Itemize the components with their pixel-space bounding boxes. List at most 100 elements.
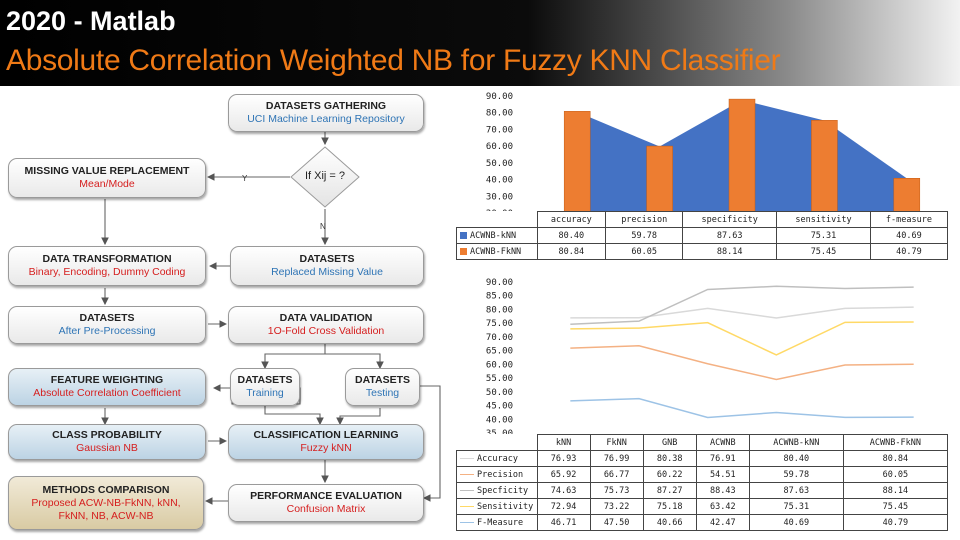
- node-heading: DATA TRANSFORMATION: [42, 253, 172, 265]
- data-value: 80.84: [842, 450, 949, 467]
- data-value: 59.78: [605, 227, 684, 244]
- methods-comparison-box: METHODS COMPARISON Proposed ACW-NB-FkNN,…: [8, 476, 204, 530]
- category-label: sensitivity: [776, 211, 871, 228]
- legend-entry: Precision: [456, 466, 538, 483]
- flowchart: DATASETS GATHERING UCI Machine Learning …: [0, 86, 450, 540]
- y-tick-label: 80.00: [486, 305, 513, 315]
- data-validation-box: DATA VALIDATION 1O-Fold Cross Validation: [228, 306, 424, 344]
- data-transformation-box: DATA TRANSFORMATION Binary, Encoding, Du…: [8, 246, 206, 286]
- data-value: 88.14: [682, 243, 778, 260]
- node-caption: Binary, Encoding, Dummy Coding: [28, 266, 186, 278]
- bar-acwnb-fknn: [646, 145, 673, 214]
- data-value: 87.63: [748, 482, 844, 499]
- category-label: accuracy: [536, 211, 607, 228]
- data-value: 75.31: [776, 227, 871, 244]
- data-value: 88.43: [695, 482, 750, 499]
- category-label: GNB: [642, 434, 697, 451]
- series-line-sensitivity: [570, 321, 914, 356]
- preprocessed-datasets-box: DATASETS After Pre-Processing: [8, 306, 206, 344]
- series-line-accuracy: [570, 306, 914, 319]
- y-tick-label: 60.00: [486, 360, 513, 370]
- node-caption: Mean/Mode: [79, 178, 135, 190]
- data-value: 87.27: [642, 482, 697, 499]
- datasets-gathering-box: DATASETS GATHERING UCI Machine Learning …: [228, 94, 424, 132]
- data-value: 65.92: [536, 466, 591, 483]
- y-tick-label: 75.00: [486, 319, 513, 329]
- data-value: 60.05: [842, 466, 949, 483]
- series-name: Specficity: [477, 485, 529, 496]
- decision-label: If Xij = ?: [304, 170, 346, 182]
- category-label: precision: [605, 211, 684, 228]
- node-heading: DATASETS GATHERING: [265, 100, 387, 112]
- legend-swatch: [460, 457, 474, 459]
- page-title: 2020 - Matlab: [6, 6, 176, 36]
- y-tick-label: 80.00: [486, 109, 513, 119]
- data-value: 40.79: [869, 243, 949, 260]
- data-value: 76.91: [695, 450, 750, 467]
- series-name: F-Measure: [477, 517, 524, 528]
- legend-entry: ACWNB-kNN: [456, 227, 538, 244]
- data-value: 76.99: [589, 450, 644, 467]
- category-label: FkNN: [589, 434, 644, 451]
- node-heading: DATASETS: [354, 374, 411, 386]
- y-tick-label: 40.00: [486, 415, 513, 425]
- data-value: 54.51: [695, 466, 750, 483]
- node-heading: DATASETS: [79, 312, 135, 324]
- data-value: 75.45: [776, 243, 871, 260]
- data-value: 73.22: [589, 498, 644, 515]
- y-tick-label: 55.00: [486, 374, 513, 384]
- data-value: 59.78: [748, 466, 844, 483]
- data-value: 47.50: [589, 514, 644, 531]
- data-value: 46.71: [536, 514, 591, 531]
- legend-entry: Sensitivity: [456, 498, 538, 515]
- legend-swatch: [460, 247, 467, 255]
- node-caption: After Pre-Processing: [58, 325, 156, 337]
- node-caption: Absolute Correlation Coefficient: [33, 387, 181, 399]
- category-label: specificity: [682, 211, 778, 228]
- yes-label: Y: [242, 174, 248, 183]
- node-heading: DATA VALIDATION: [279, 312, 373, 324]
- missing-value-box: MISSING VALUE REPLACEMENT Mean/Mode: [8, 158, 206, 198]
- bar-acwnb-fknn: [893, 178, 921, 214]
- data-value: 42.47: [695, 514, 750, 531]
- node-heading: CLASS PROBABILITY: [52, 429, 162, 441]
- node-heading: DATASETS: [299, 253, 355, 265]
- y-tick-label: 60.00: [486, 142, 513, 152]
- data-value: 40.69: [869, 227, 949, 244]
- y-tick-label: 85.00: [486, 292, 513, 302]
- category-label: ACWNB-FkNN: [842, 434, 949, 451]
- series-line-f-measure: [570, 397, 914, 419]
- y-tick-label: 50.00: [486, 159, 513, 169]
- data-value: 88.14: [842, 482, 949, 499]
- bar-chart-data-table: accuracy precision specificity sensitivity f…: [456, 211, 949, 260]
- replaced-datasets-box: DATASETS Replaced Missing Value: [230, 246, 424, 286]
- node-heading: MISSING VALUE REPLACEMENT: [24, 165, 190, 177]
- data-value: 75.18: [642, 498, 697, 515]
- data-value: 74.63: [536, 482, 591, 499]
- y-tick-label: 65.00: [486, 347, 513, 357]
- node-heading: DATASETS: [237, 374, 293, 386]
- classification-learning-box: CLASSIFICATION LEARNING Fuzzy kNN: [228, 424, 424, 460]
- node-caption: Confusion Matrix: [286, 503, 366, 515]
- legend-entry: Specficity: [456, 482, 538, 499]
- feature-weighting-box: FEATURE WEIGHTING Absolute Correlation C…: [8, 368, 206, 406]
- series-line-precision: [570, 345, 914, 381]
- data-value: 60.22: [642, 466, 697, 483]
- node-heading: CLASSIFICATION LEARNING: [253, 429, 399, 441]
- legend-entry: Accuracy: [456, 450, 538, 467]
- legend-swatch: [460, 489, 474, 491]
- y-tick-label: 90.00: [486, 278, 513, 288]
- y-tick-label: 50.00: [486, 388, 513, 398]
- legend-entry: ACWNB-FkNN: [456, 243, 538, 260]
- page-subtitle: Absolute Correlation Weighted NB for Fuz…: [6, 44, 781, 77]
- node-caption: FkNN, NB, ACW-NB: [58, 509, 154, 522]
- performance-evaluation-box: PERFORMANCE EVALUATION Confusion Matrix: [228, 484, 424, 522]
- node-caption: Replaced Missing Value: [271, 266, 383, 278]
- legend-swatch: [460, 231, 467, 239]
- bar-acwnb-fknn: [811, 120, 838, 214]
- flow-arrows: [101, 129, 441, 505]
- data-value: 80.84: [536, 243, 607, 260]
- series-name: Accuracy: [477, 453, 518, 464]
- data-value: 63.42: [695, 498, 750, 515]
- title-banner: 2020 - Matlab Absolute Correlation Weigh…: [0, 0, 960, 86]
